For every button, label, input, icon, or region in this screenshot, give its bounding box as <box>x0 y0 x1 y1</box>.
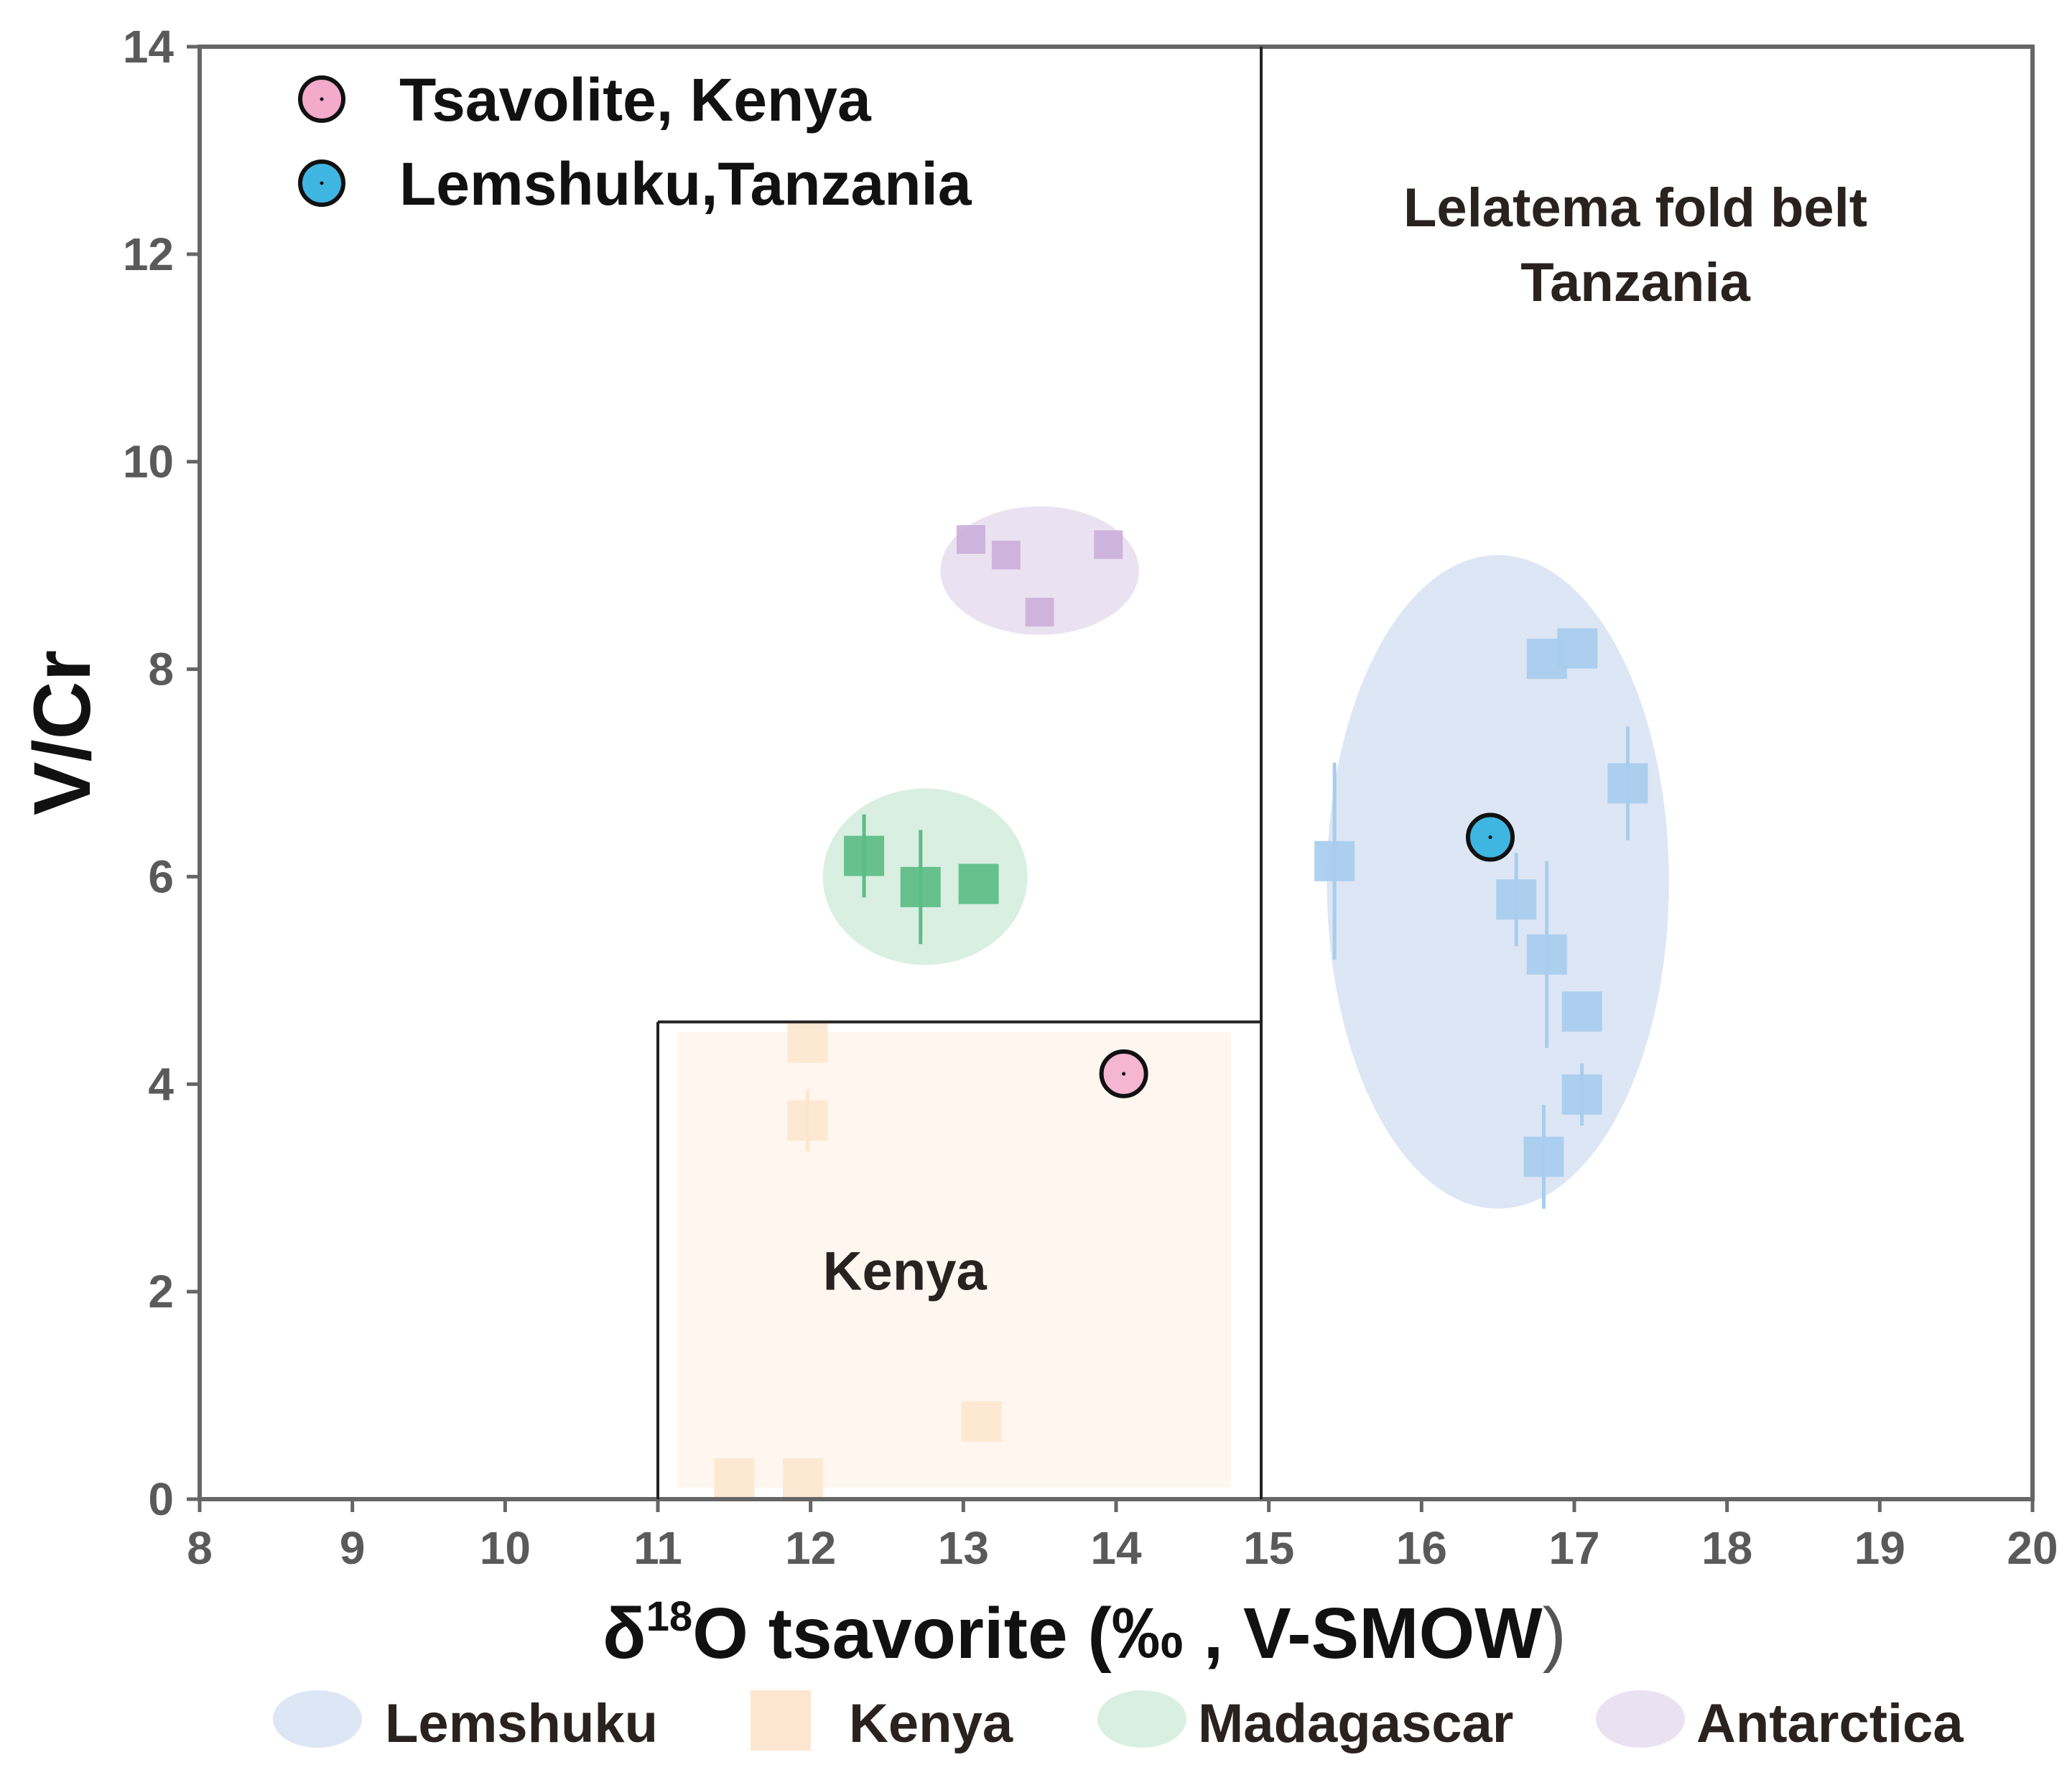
y-tick-label: 6 <box>148 851 174 902</box>
y-tick-label: 10 <box>123 436 174 488</box>
x-tick-label: 20 <box>2007 1522 2058 1574</box>
x-tick-label: 14 <box>1090 1522 1142 1574</box>
bottom-legend-madagascar-label: Madagascar <box>1198 1693 1513 1754</box>
legend-lemshuku-tanzania-label: Lemshuku,Tanzania <box>399 150 972 218</box>
madagascar-point <box>844 835 885 876</box>
kenya-point <box>714 1458 755 1499</box>
lemshuku-point <box>1561 991 1602 1032</box>
x-tick-label: 15 <box>1243 1522 1294 1574</box>
antarctica-point <box>1094 530 1123 560</box>
kenya-region-fill <box>678 1032 1232 1488</box>
x-tick-label: 13 <box>938 1522 989 1574</box>
x-axis-title-paren: ) <box>1543 1593 1566 1674</box>
y-axis-title: V/Cr <box>17 650 107 815</box>
ticks-layer: 8 9 10 11 12 13 14 15 16 17 18 19 20 0 2 4 6 8 10 12 14 <box>123 21 2058 1574</box>
legend-lemshuku-tanzania-dot <box>320 181 324 185</box>
y-tick-label: 14 <box>123 21 175 73</box>
regions-layer <box>678 1032 1232 1488</box>
lemshuku-point <box>1607 763 1648 804</box>
legend: Tsavolite, Kenya Lemshuku,Tanzania <box>298 66 972 218</box>
x-axis-title: δ18O tsavorite (‰ , V-SMOW) <box>603 1593 1566 1674</box>
bottom-legend-antarctica-swatch <box>1596 1690 1685 1748</box>
x-tick-label: 19 <box>1854 1522 1905 1574</box>
antarctica-ellipse <box>940 506 1139 635</box>
antarctica-point <box>1025 598 1054 627</box>
x-axis-title-text: O tsavorite (‰ , V-SMOW <box>692 1593 1543 1674</box>
lemshuku-point <box>1561 1074 1602 1115</box>
bottom-legend-antarctica-label: Antarctica <box>1696 1693 1964 1754</box>
lemshuku-point <box>1314 840 1355 881</box>
bottom-legend-madagascar-swatch <box>1097 1690 1186 1748</box>
legend-tsavolite-dot <box>320 97 324 101</box>
legend-tsavolite-label: Tsavolite, Kenya <box>399 66 872 134</box>
x-tick-label: 17 <box>1548 1522 1599 1574</box>
y-tick-label: 8 <box>148 644 174 695</box>
x-tick-label: 11 <box>633 1522 682 1574</box>
x-axis-title-delta: δ <box>603 1593 646 1674</box>
kenya-point <box>961 1401 1002 1442</box>
lemshuku-point <box>1557 628 1598 669</box>
bottom-legend: Lemshuku Kenya Madagascar Antarctica <box>273 1690 1964 1754</box>
lemshuku-tanzania-highlight-center <box>1488 835 1492 840</box>
highlights-layer <box>1099 812 1515 1098</box>
kenya-region-label: Kenya <box>823 1241 988 1302</box>
y-tick-label: 0 <box>148 1473 174 1525</box>
bottom-legend-lemshuku-swatch <box>273 1690 362 1748</box>
x-tick-label: 16 <box>1396 1522 1447 1574</box>
kenya-point <box>787 1022 828 1063</box>
kenya-point <box>783 1458 824 1499</box>
lemshuku-point <box>1526 934 1567 975</box>
x-tick-label: 18 <box>1701 1522 1752 1574</box>
tsavolite-kenya-highlight-center <box>1122 1072 1126 1076</box>
lemshuku-point <box>1496 879 1537 920</box>
antarctica-point <box>956 525 985 555</box>
y-tick-label: 2 <box>148 1266 174 1317</box>
lelatema-region-label-line1: Lelatema fold belt <box>1403 177 1867 238</box>
x-tick-label: 10 <box>480 1522 531 1574</box>
bottom-legend-kenya-label: Kenya <box>849 1693 1013 1754</box>
antarctica-point <box>991 540 1021 570</box>
y-tick-label: 12 <box>123 228 174 280</box>
x-axis-title-superscript: 18 <box>646 1593 693 1640</box>
points-layer <box>714 525 1648 1499</box>
bottom-legend-lemshuku-label: Lemshuku <box>385 1693 658 1754</box>
lemshuku-point <box>1523 1136 1564 1177</box>
madagascar-point <box>900 866 941 907</box>
madagascar-point <box>958 863 999 904</box>
x-tick-label: 9 <box>340 1522 366 1574</box>
bottom-legend-kenya-swatch <box>751 1690 811 1751</box>
x-tick-label: 12 <box>785 1522 836 1574</box>
x-tick-label: 8 <box>187 1522 213 1574</box>
lelatema-region-label-line2: Tanzania <box>1520 252 1750 313</box>
y-tick-label: 4 <box>148 1058 174 1110</box>
kenya-point <box>787 1100 828 1141</box>
